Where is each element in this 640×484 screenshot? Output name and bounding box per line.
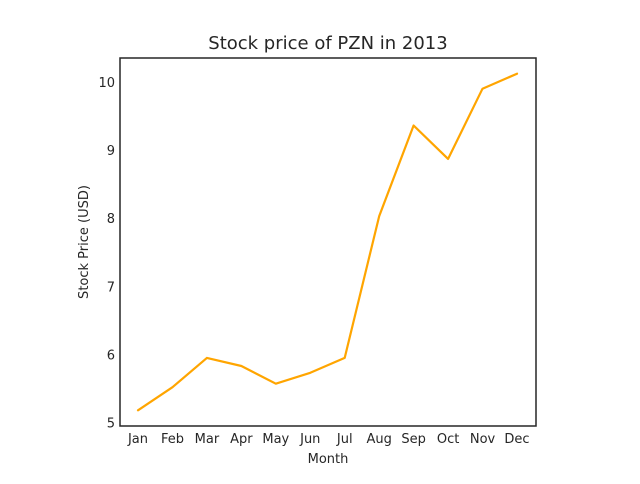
plot-area: Jan Feb Mar Apr May Jun Jul Aug Sep Oct Nov Dec 5 6 7 8… xyxy=(98,57,537,447)
chart-title: Stock price of PZN in 2013 xyxy=(208,33,447,54)
y-tick-label: 7 xyxy=(107,280,115,295)
x-tick-label: Feb xyxy=(161,432,184,447)
x-tick-label: Aug xyxy=(366,432,391,447)
x-tick-label: Nov xyxy=(470,432,496,447)
x-tick-label: Sep xyxy=(401,432,426,447)
y-tick-label: 9 xyxy=(107,144,115,159)
x-tick-label: Jan xyxy=(127,432,148,447)
y-axis-label: Stock Price (USD) xyxy=(77,185,92,299)
y-tick-label: 5 xyxy=(107,417,115,432)
x-tick-label: May xyxy=(262,432,289,447)
x-tick-label: Jun xyxy=(299,432,320,447)
x-tick-label: Oct xyxy=(437,432,459,447)
x-tick-label: Apr xyxy=(230,432,253,447)
x-tick-label: Jul xyxy=(336,432,353,447)
y-tick-label: 8 xyxy=(107,212,115,227)
plot-frame xyxy=(119,57,537,427)
x-tick-label: Mar xyxy=(195,432,220,447)
y-tick-label: 6 xyxy=(107,348,115,363)
series-line xyxy=(136,72,519,412)
y-tick-label: 10 xyxy=(98,76,115,91)
x-axis-label: Month xyxy=(308,452,349,467)
x-tick-label: Dec xyxy=(504,432,529,447)
